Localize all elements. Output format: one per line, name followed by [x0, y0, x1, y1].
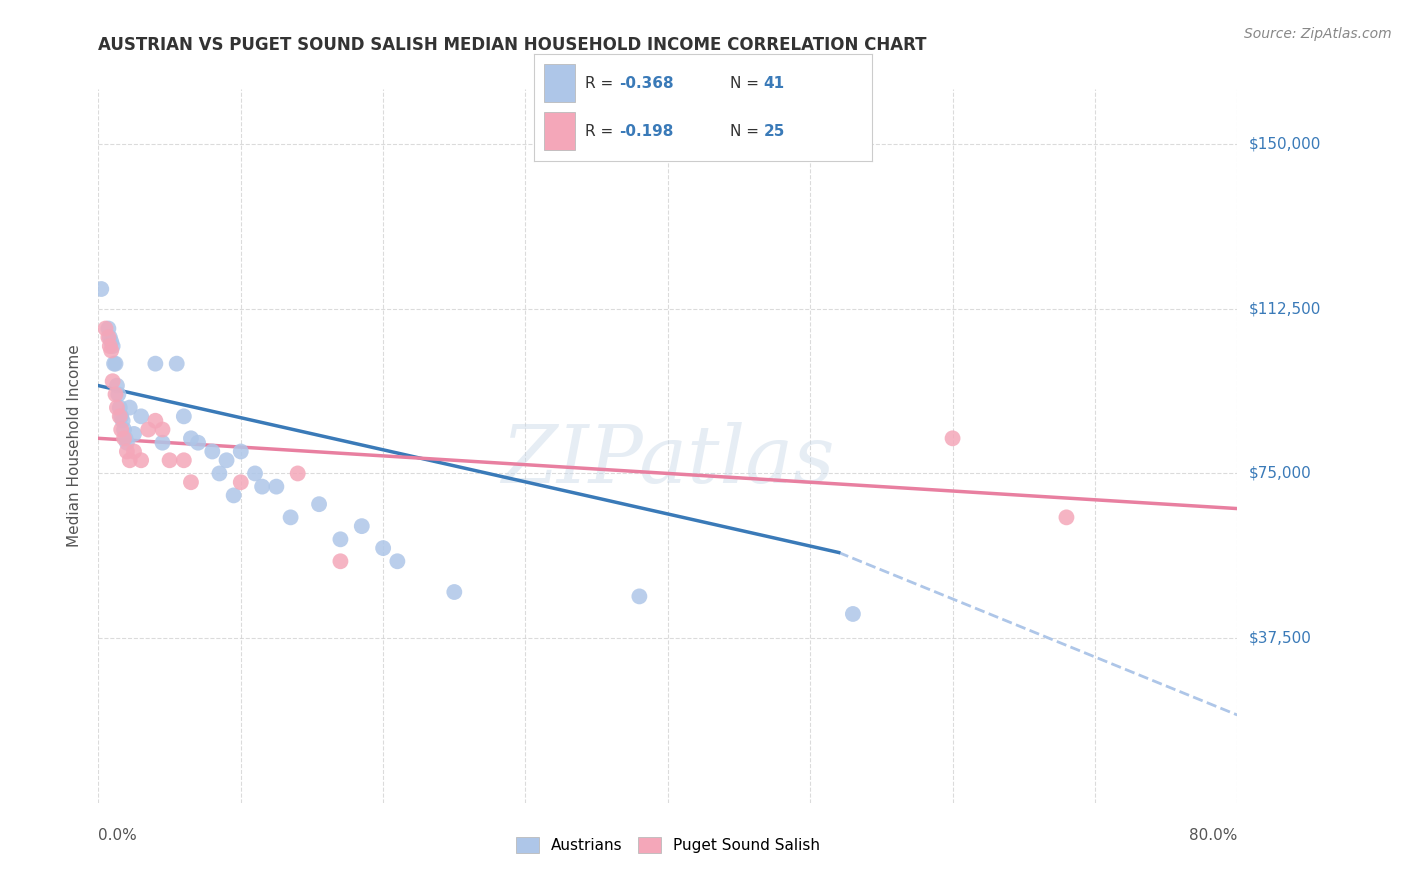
Point [208, 467, 231, 481]
Point [136, 423, 159, 437]
Text: N =: N = [730, 124, 763, 139]
Point [166, 357, 188, 371]
Point [129, 453, 152, 467]
Point [107, 387, 129, 401]
Point [97, 330, 120, 344]
Point [187, 435, 209, 450]
Text: -0.198: -0.198 [619, 124, 673, 139]
Point [100, 334, 122, 349]
Point [229, 444, 252, 458]
Point [105, 401, 128, 415]
Point [104, 357, 127, 371]
Point [110, 409, 132, 424]
Text: N =: N = [730, 76, 763, 91]
Point [108, 409, 131, 424]
Point [373, 541, 395, 555]
Point [101, 339, 124, 353]
Point [112, 423, 135, 437]
Point [98, 330, 121, 344]
Point [443, 585, 465, 599]
Text: ZIPatlas: ZIPatlas [501, 422, 835, 499]
Point [100, 343, 122, 358]
Point [159, 453, 181, 467]
Point [243, 467, 266, 481]
Point [90, 282, 112, 296]
Point [222, 488, 245, 502]
Point [1056, 510, 1078, 524]
Point [122, 426, 145, 441]
Point [145, 414, 167, 428]
Point [173, 409, 195, 424]
Text: $75,000: $75,000 [1249, 466, 1312, 481]
Text: $112,500: $112,500 [1249, 301, 1320, 317]
Point [101, 374, 124, 388]
Point [111, 414, 134, 428]
Point [350, 519, 373, 533]
Point [115, 435, 138, 450]
Point [387, 554, 409, 568]
Point [215, 453, 238, 467]
Point [94, 321, 117, 335]
Text: $37,500: $37,500 [1249, 631, 1312, 646]
Point [98, 339, 121, 353]
Point [152, 435, 174, 450]
Point [105, 378, 128, 392]
Point [266, 480, 288, 494]
Text: R =: R = [585, 76, 619, 91]
Point [942, 431, 965, 445]
Text: $150,000: $150,000 [1249, 136, 1320, 152]
Point [118, 401, 141, 415]
Text: Source: ZipAtlas.com: Source: ZipAtlas.com [1244, 27, 1392, 41]
Text: AUSTRIAN VS PUGET SOUND SALISH MEDIAN HOUSEHOLD INCOME CORRELATION CHART: AUSTRIAN VS PUGET SOUND SALISH MEDIAN HO… [98, 36, 927, 54]
Point [628, 590, 651, 604]
Point [108, 401, 131, 415]
Point [287, 467, 309, 481]
Point [115, 444, 138, 458]
Point [152, 423, 174, 437]
Point [103, 357, 125, 371]
FancyBboxPatch shape [544, 64, 575, 102]
Point [104, 387, 127, 401]
Point [329, 533, 352, 547]
Point [280, 510, 302, 524]
Point [229, 475, 252, 490]
Point [122, 444, 145, 458]
Point [114, 431, 136, 445]
Point [201, 444, 224, 458]
Point [118, 453, 141, 467]
Point [842, 607, 865, 621]
Y-axis label: Median Household Income: Median Household Income [67, 344, 83, 548]
Text: 41: 41 [763, 76, 785, 91]
Text: R =: R = [585, 124, 619, 139]
Point [173, 453, 195, 467]
Text: 0.0%: 0.0% [98, 828, 138, 843]
Point [308, 497, 330, 511]
Point [329, 554, 352, 568]
Text: -0.368: -0.368 [619, 76, 673, 91]
Point [112, 431, 135, 445]
FancyBboxPatch shape [544, 112, 575, 150]
Point [145, 357, 167, 371]
Point [97, 321, 120, 335]
Text: 25: 25 [763, 124, 785, 139]
Point [250, 480, 273, 494]
Point [129, 409, 152, 424]
Text: 80.0%: 80.0% [1189, 828, 1237, 843]
Point [110, 423, 132, 437]
Point [180, 431, 202, 445]
Point [180, 475, 202, 490]
Legend: Austrians, Puget Sound Salish: Austrians, Puget Sound Salish [509, 831, 827, 859]
